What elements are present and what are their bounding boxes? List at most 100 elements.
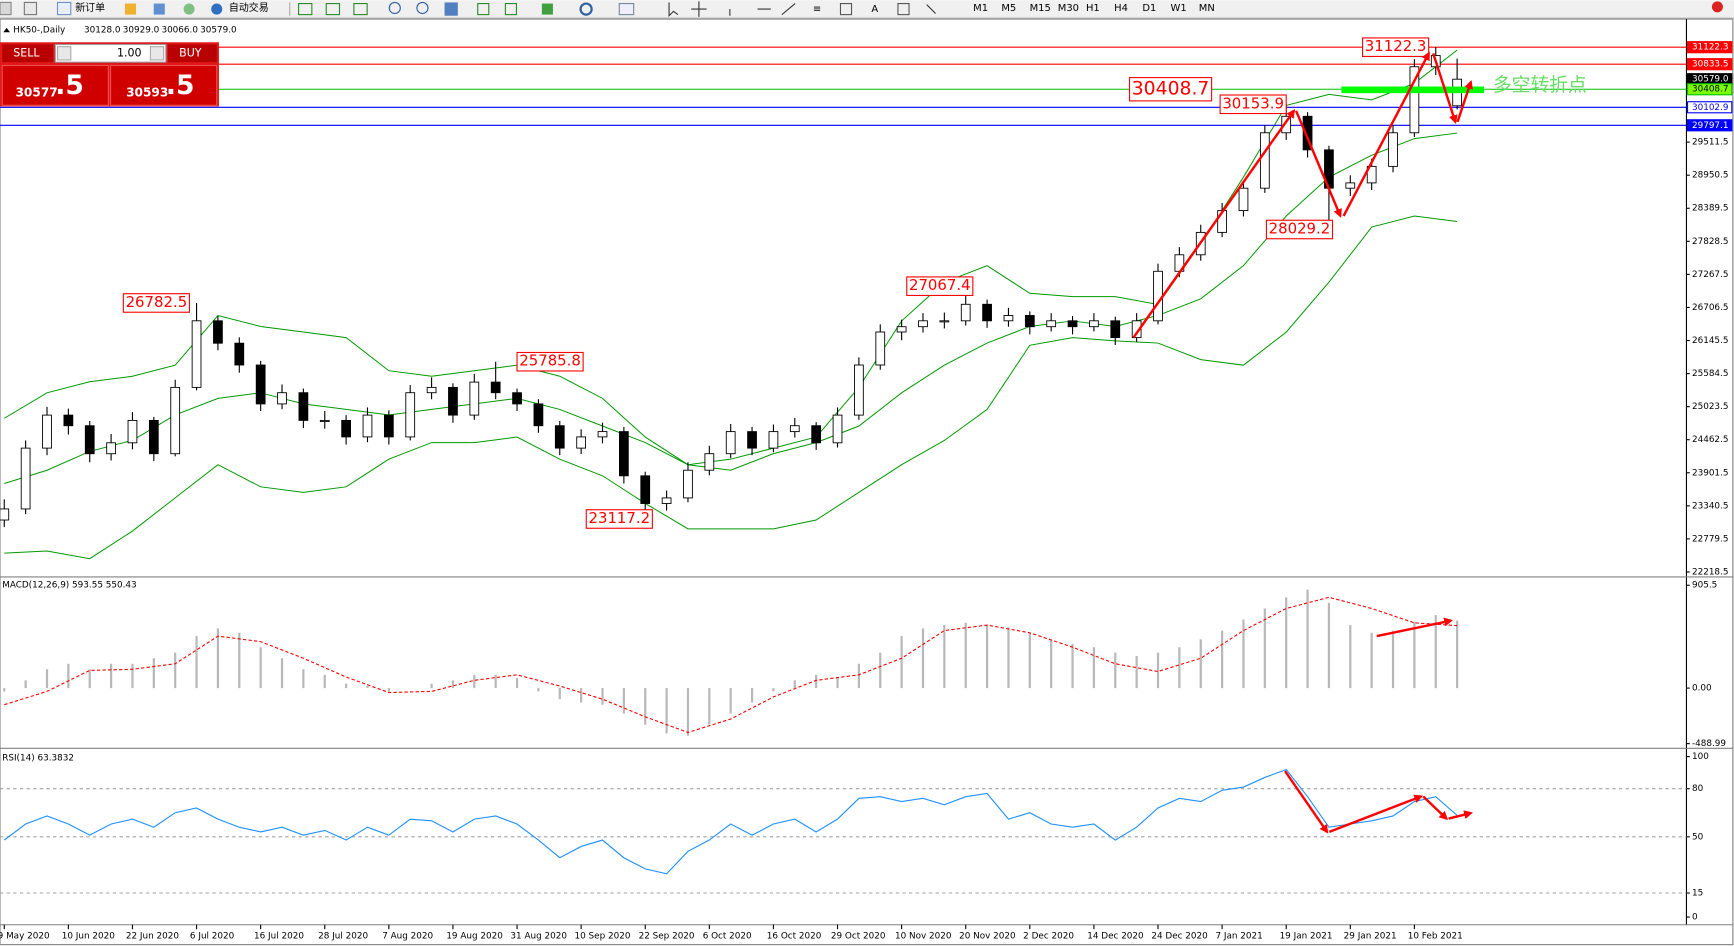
candle-body xyxy=(554,425,565,449)
candle-body xyxy=(982,303,992,322)
y-tick-label: 15 xyxy=(1692,888,1703,898)
tool-icon[interactable] xyxy=(0,1,12,16)
alert-icon[interactable] xyxy=(1711,1,1723,13)
candle-body xyxy=(0,508,10,521)
tool-icon[interactable] xyxy=(325,3,341,16)
candle-body xyxy=(875,331,886,366)
candle-body xyxy=(619,431,629,477)
timeframe[interactable]: M1 xyxy=(973,3,988,14)
ask-box[interactable] xyxy=(110,64,218,106)
tool-icon[interactable]: ≡ xyxy=(813,4,821,15)
bollinger-middle xyxy=(4,132,1458,484)
tool-icon[interactable] xyxy=(444,2,458,16)
macd-bar xyxy=(815,674,818,689)
macd-bar xyxy=(1370,632,1373,689)
volume-up[interactable] xyxy=(149,46,165,61)
candle-body xyxy=(277,392,287,405)
annotation-box xyxy=(122,293,190,313)
tool-icon[interactable] xyxy=(56,1,72,16)
chart-title: HK50-,Daily xyxy=(13,26,65,36)
macd-bar xyxy=(985,625,989,689)
macd-bar xyxy=(45,669,49,689)
macd-bar xyxy=(195,636,198,689)
bid-box[interactable] xyxy=(1,64,109,106)
annotation: 26782.5 xyxy=(122,293,190,313)
timeframe[interactable]: H1 xyxy=(1086,3,1100,14)
timeframe[interactable]: M30 xyxy=(1058,3,1079,14)
tool-icon[interactable] xyxy=(153,3,165,15)
price-label-bg xyxy=(1687,41,1733,54)
tool-icon[interactable] xyxy=(183,3,195,15)
annotation: 25785.8 xyxy=(516,352,584,372)
candle-body xyxy=(448,386,458,416)
buy-label[interactable]: BUY xyxy=(179,46,202,59)
candle-body xyxy=(747,431,757,449)
sell-label[interactable]: SELL xyxy=(13,46,40,59)
macd-bar xyxy=(921,628,925,689)
volume-down[interactable] xyxy=(56,46,72,61)
tool-icon[interactable] xyxy=(839,3,853,16)
timeframe[interactable]: D1 xyxy=(1142,3,1156,14)
tool-icon[interactable] xyxy=(579,2,593,16)
candle-body xyxy=(148,419,159,455)
macd-bar xyxy=(302,669,305,689)
candle-body xyxy=(63,414,74,427)
tool-icon[interactable] xyxy=(124,3,137,15)
line-tools[interactable] xyxy=(729,3,796,16)
tool-icon[interactable] xyxy=(926,4,936,14)
cursor-icon[interactable] xyxy=(668,2,679,18)
macd-bar xyxy=(152,658,155,689)
y-tick-label: 0.00 xyxy=(1692,684,1712,694)
buy-button[interactable] xyxy=(168,44,217,63)
macd-bar xyxy=(280,658,284,689)
bid-main[interactable]: 30577 xyxy=(15,86,57,100)
tool-icon[interactable] xyxy=(541,3,553,15)
macd-bar xyxy=(900,636,903,689)
timeframe[interactable]: W1 xyxy=(1171,3,1187,14)
macd-bar xyxy=(1178,647,1181,689)
timeframe[interactable]: M15 xyxy=(1030,3,1051,14)
candle-body xyxy=(383,414,394,438)
timeframe[interactable]: MN xyxy=(1199,3,1215,14)
macd-bar xyxy=(24,680,27,689)
ask-frac[interactable]: .5 xyxy=(166,70,195,101)
macd-bar xyxy=(750,688,754,703)
auto-trading[interactable]: 自动交易 xyxy=(229,1,269,14)
macd-bar xyxy=(473,674,476,689)
tool-icon[interactable]: A xyxy=(871,4,878,15)
annotation: 30153.9 xyxy=(1219,94,1287,115)
macd-bar xyxy=(1349,625,1352,689)
tool-icon[interactable] xyxy=(504,3,517,16)
macd-bar xyxy=(1456,620,1459,689)
x-tick-label: 29 Oct 2020 xyxy=(831,931,886,941)
x-tick-label: 19 Aug 2020 xyxy=(446,931,503,941)
annotation-label: 26782.5 xyxy=(126,293,188,311)
crosshair-icon[interactable] xyxy=(691,1,707,17)
tool-icon[interactable] xyxy=(298,3,313,16)
tool-icon[interactable] xyxy=(23,1,38,16)
volume-box[interactable] xyxy=(54,43,167,63)
tool-icon[interactable] xyxy=(388,1,401,15)
timeframe[interactable]: H4 xyxy=(1114,3,1128,14)
y-tick-label: 28389.5 xyxy=(1692,204,1729,214)
tool-icon[interactable] xyxy=(618,3,635,16)
tool-icon[interactable] xyxy=(897,3,910,16)
tool-icon[interactable] xyxy=(211,3,223,15)
macd-bar xyxy=(1050,639,1053,689)
trend-arrow xyxy=(1448,810,1473,820)
ask-main[interactable]: 30593 xyxy=(126,86,168,100)
tool-icon[interactable] xyxy=(416,1,429,15)
tool-icon[interactable] xyxy=(353,3,368,16)
sell-button[interactable] xyxy=(2,44,54,63)
candle-body xyxy=(533,403,544,427)
candle-body xyxy=(1046,320,1057,328)
bid-frac[interactable]: .5 xyxy=(55,70,84,101)
macd-bar xyxy=(580,688,583,703)
timeframe[interactable]: M5 xyxy=(1001,3,1016,14)
tool-icon[interactable] xyxy=(477,3,490,16)
volume[interactable]: 1.00 xyxy=(117,46,142,59)
macd-bar xyxy=(772,688,775,692)
plot-area: 22218.5 22779.5 23340.5 23901.5 24462.5 25023… xyxy=(0,18,1734,946)
new-order[interactable]: 新订单 xyxy=(75,1,105,14)
